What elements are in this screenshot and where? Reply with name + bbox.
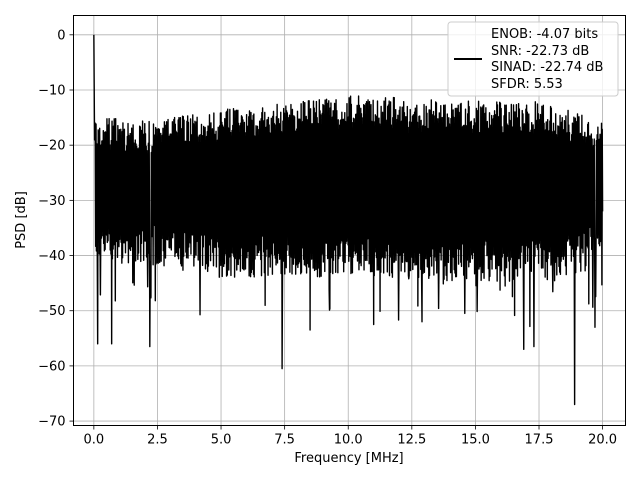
x-tick-label: 20.0: [588, 433, 617, 448]
x-tick-label: 15.0: [461, 433, 490, 448]
y-tick-label: −60: [38, 359, 65, 374]
x-tick-label: 12.5: [397, 433, 426, 448]
psd-trace: [93, 34, 604, 406]
x-tick-label: 5.0: [211, 433, 232, 448]
y-tick-label: −30: [38, 194, 65, 209]
y-tick-label: −50: [38, 304, 65, 319]
y-tick-label: −20: [38, 139, 65, 154]
x-tick-label: 2.5: [147, 433, 168, 448]
plot-frame: [73, 15, 626, 426]
x-axis-label: Frequency [MHz]: [294, 451, 403, 466]
x-tick-label: 7.5: [274, 433, 295, 448]
x-axis: 0.0 2.5 5.0 7.5 10.0 12.5 15.0 17.5 20.0: [84, 425, 617, 448]
y-tick-label: −10: [38, 83, 65, 98]
x-tick-label: 17.5: [525, 433, 554, 448]
legend-line-snr: SNR: -22.73 dB: [491, 44, 589, 59]
x-tick-label: 10.0: [334, 433, 363, 448]
y-axis-label: PSD [dB]: [14, 191, 29, 249]
legend-line-sinad: SINAD: -22.74 dB: [491, 60, 603, 75]
legend-line-enob: ENOB: -4.07 bits: [491, 27, 598, 42]
legend: ENOB: -4.07 bits SNR: -22.73 dB SINAD: -…: [447, 21, 619, 97]
y-tick-label: −70: [38, 415, 65, 430]
y-tick-label: 0: [57, 28, 65, 43]
x-tick-label: 0.0: [84, 433, 105, 448]
legend-line-sfdr: SFDR: 5.53: [491, 77, 563, 92]
y-axis: 0 −10 −20 −30 −40 −50 −60 −70: [38, 28, 74, 430]
legend-box: [447, 21, 619, 97]
y-tick-label: −40: [38, 249, 65, 264]
psd-series-line: [93, 34, 604, 406]
